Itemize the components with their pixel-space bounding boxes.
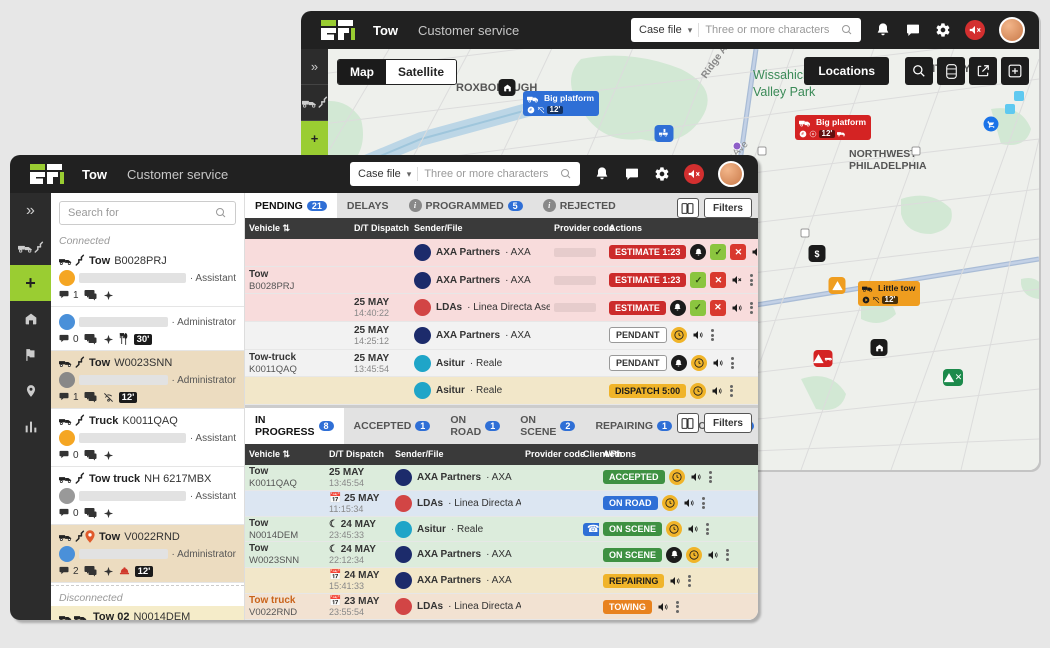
svg-text:PHILADELPHIA: PHILADELPHIA (849, 160, 927, 172)
svg-text:NORTHWEST: NORTHWEST (849, 148, 917, 160)
svg-text:Valley Park: Valley Park (753, 85, 816, 99)
